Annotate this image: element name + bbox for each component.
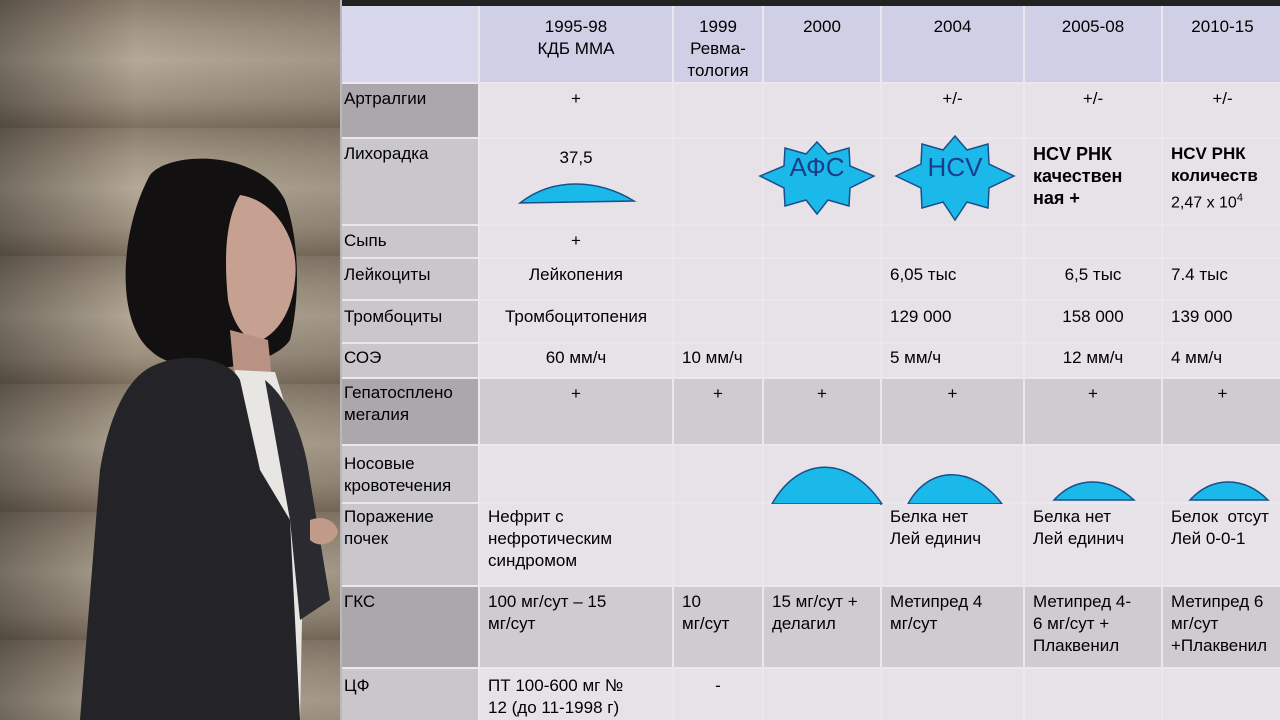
cell-platelets-1995: Тромбоцитопения bbox=[480, 301, 672, 342]
cell-kidney-2005: Белка нет Лей единич bbox=[1025, 504, 1161, 585]
cell-rash-2004 bbox=[882, 226, 1023, 257]
cell-platelets-2004: 129 000 bbox=[882, 301, 1023, 342]
cell-gcs-2005: Метипред 4- 6 мг/сут + Плаквенил bbox=[1025, 587, 1161, 667]
cell-kidney-1995: Нефрит с нефротическим синдромом bbox=[480, 504, 672, 585]
nosebleed-curve-2004-icon bbox=[906, 474, 1004, 505]
cell-arthralgia-2004: +/- bbox=[882, 84, 1023, 137]
cell-cf-2000 bbox=[764, 669, 880, 720]
cell-leukocytes-1995: Лейкопения bbox=[480, 259, 672, 299]
row-label-esr: СОЭ bbox=[342, 344, 478, 377]
cell-arthralgia-1995: + bbox=[480, 84, 672, 137]
row-label-fever: Лихорадка bbox=[342, 139, 478, 224]
cell-kidney-2004: Белка нет Лей единич bbox=[882, 504, 1023, 585]
cell-fever-1995: 37,5 bbox=[480, 139, 672, 224]
header-2004: 2004 bbox=[882, 6, 1023, 82]
cell-esr-2005: 12 мм/ч bbox=[1025, 344, 1161, 377]
cell-rash-1995: + bbox=[480, 226, 672, 257]
nosebleed-curve-2005-icon bbox=[1052, 481, 1136, 501]
cell-cf-2004 bbox=[882, 669, 1023, 720]
hcv-star-icon bbox=[894, 134, 1016, 222]
hcv-label: HCV bbox=[927, 152, 983, 182]
cell-kidney-2010: Белок отсут Лей 0-0-1 bbox=[1163, 504, 1280, 585]
cell-gcs-2010: Метипред 6 мг/сут +Плаквенил bbox=[1163, 587, 1280, 667]
cell-leukocytes-1999 bbox=[674, 259, 762, 299]
header-2010-15: 2010-15 bbox=[1163, 6, 1280, 82]
cell-arthralgia-2000 bbox=[764, 84, 880, 137]
hcv-rna-quantity-label: HCV РНК количеств bbox=[1171, 144, 1258, 185]
cell-platelets-2010: 139 000 bbox=[1163, 301, 1280, 342]
cell-esr-2010: 4 мм/ч bbox=[1163, 344, 1280, 377]
cell-cf-2005 bbox=[1025, 669, 1161, 720]
cell-gcs-2004: Метипред 4 мг/сут bbox=[882, 587, 1023, 667]
cell-esr-1999: 10 мм/ч bbox=[674, 344, 762, 377]
header-1995-98: 1995-98 КДБ ММА bbox=[480, 6, 672, 82]
cell-platelets-2005: 158 000 bbox=[1025, 301, 1161, 342]
afs-star-icon bbox=[758, 140, 876, 216]
cell-fever-1999 bbox=[674, 139, 762, 224]
cell-platelets-1999 bbox=[674, 301, 762, 342]
cell-hepato-2005: + bbox=[1025, 379, 1161, 444]
presenter-figure bbox=[80, 158, 338, 720]
hcv-star-badge: HCV bbox=[892, 134, 1018, 222]
slide-table: 1995-98 КДБ ММА 1999 Ревма- тология 2000… bbox=[340, 0, 1280, 720]
cell-gcs-2000: 15 мг/сут + делагил bbox=[764, 587, 880, 667]
cell-leukocytes-2005: 6,5 тыс bbox=[1025, 259, 1161, 299]
header-1999: 1999 Ревма- тология bbox=[674, 6, 762, 82]
cell-arthralgia-2010: +/- bbox=[1163, 84, 1280, 137]
nosebleed-curve-2000-icon bbox=[770, 466, 884, 505]
cell-kidney-1999 bbox=[674, 504, 762, 585]
cell-cf-2010 bbox=[1163, 669, 1280, 720]
cell-esr-1995: 60 мм/ч bbox=[480, 344, 672, 377]
cell-cf-1995: ПТ 100-600 мг № 12 (до 11-1998 г) bbox=[480, 669, 672, 720]
cell-nosebleed-1999 bbox=[674, 446, 762, 502]
row-label-kidney: Поражение почек bbox=[342, 504, 478, 585]
cell-esr-2000 bbox=[764, 344, 880, 377]
header-empty-cell bbox=[342, 6, 478, 82]
cell-rash-1999 bbox=[674, 226, 762, 257]
afs-star-badge: АФС bbox=[754, 140, 880, 216]
cell-rash-2010 bbox=[1163, 226, 1280, 257]
cell-esr-2004: 5 мм/ч bbox=[882, 344, 1023, 377]
row-label-leukocytes: Лейкоциты bbox=[342, 259, 478, 299]
cell-nosebleed-1995 bbox=[480, 446, 672, 502]
fever-curve-icon bbox=[518, 183, 637, 204]
row-label-rash: Сыпь bbox=[342, 226, 478, 257]
header-2005-08: 2005-08 bbox=[1025, 6, 1161, 82]
hcv-rna-quantity-value: 2,47 x 104 bbox=[1171, 192, 1243, 212]
cell-hepato-2010: + bbox=[1163, 379, 1280, 444]
cell-platelets-2000 bbox=[764, 301, 880, 342]
cell-hepato-2000: + bbox=[764, 379, 880, 444]
cell-cf-1999: - bbox=[674, 669, 762, 720]
row-label-nosebleeds: Носовые кровотечения bbox=[342, 446, 478, 502]
row-label-hepatosplenomegaly: Гепатосплено мегалия bbox=[342, 379, 478, 444]
nosebleed-curve-2010-icon bbox=[1188, 481, 1270, 501]
row-label-platelets: Тромбоциты bbox=[342, 301, 478, 342]
cell-hepato-2004: + bbox=[882, 379, 1023, 444]
cell-arthralgia-2005: +/- bbox=[1025, 84, 1161, 137]
cell-fever-2005: HCV РНК качествен ная + bbox=[1025, 139, 1161, 224]
cell-gcs-1999: 10 мг/сут bbox=[674, 587, 762, 667]
cell-rash-2005 bbox=[1025, 226, 1161, 257]
cell-leukocytes-2000 bbox=[764, 259, 880, 299]
cell-rash-2000 bbox=[764, 226, 880, 257]
cell-hepato-1999: + bbox=[674, 379, 762, 444]
fever-temperature: 37,5 bbox=[559, 148, 593, 167]
row-label-cf: ЦФ bbox=[342, 669, 478, 720]
cell-fever-2010: HCV РНК количеств 2,47 x 104 bbox=[1163, 139, 1280, 224]
header-2000: 2000 bbox=[764, 6, 880, 82]
row-label-gcs: ГКС bbox=[342, 587, 478, 667]
cell-kidney-2000 bbox=[764, 504, 880, 585]
presenter-scene bbox=[0, 0, 340, 720]
cell-arthralgia-1999 bbox=[674, 84, 762, 137]
cell-hepato-1995: + bbox=[480, 379, 672, 444]
cell-gcs-1995: 100 мг/сут – 15 мг/сут bbox=[480, 587, 672, 667]
slide-top-edge bbox=[342, 0, 1280, 6]
row-label-arthralgia: Артралгии bbox=[342, 84, 478, 137]
cell-leukocytes-2010: 7.4 тыс bbox=[1163, 259, 1280, 299]
afs-label: АФС bbox=[789, 152, 845, 182]
cell-leukocytes-2004: 6,05 тыс bbox=[882, 259, 1023, 299]
